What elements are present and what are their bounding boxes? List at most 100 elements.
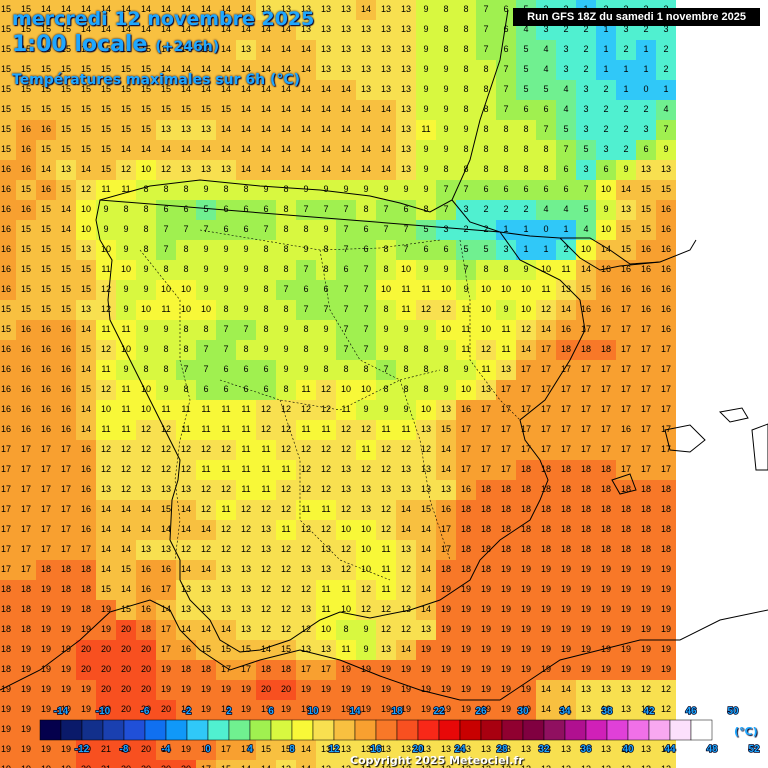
- temperature-cell: [256, 180, 276, 200]
- grid-value: 17: [461, 424, 471, 434]
- grid-value: 13: [381, 24, 391, 34]
- grid-value: 14: [101, 564, 111, 574]
- legend-swatch: [165, 719, 188, 741]
- temperature-cell: [216, 160, 236, 180]
- grid-value: 9: [423, 24, 428, 34]
- grid-value: 7: [363, 344, 368, 354]
- grid-value: 6: [403, 204, 408, 214]
- grid-value: 12: [181, 444, 191, 454]
- legend-swatch: [333, 719, 356, 741]
- grid-value: 12: [301, 544, 311, 554]
- grid-value: 7: [383, 364, 388, 374]
- grid-value: 11: [501, 344, 510, 354]
- grid-value: 17: [661, 464, 671, 474]
- grid-value: 8: [483, 104, 488, 114]
- temperature-cell: [296, 20, 316, 40]
- grid-value: 2: [623, 104, 628, 114]
- grid-value: 12: [401, 564, 411, 574]
- grid-value: 17: [61, 464, 71, 474]
- grid-value: 9: [143, 324, 148, 334]
- temperature-cell: [516, 180, 536, 200]
- temperature-cell: [476, 180, 496, 200]
- grid-value: 6: [223, 384, 228, 394]
- temperature-cell: [316, 60, 336, 80]
- grid-value: 18: [641, 504, 651, 514]
- grid-value: 19: [61, 644, 71, 654]
- temperature-cell: [56, 280, 76, 300]
- grid-value: 7: [403, 224, 408, 234]
- temperature-cell: [136, 120, 156, 140]
- temperature-cell: [376, 380, 396, 400]
- grid-value: 7: [303, 204, 308, 214]
- grid-value: 16: [41, 424, 51, 434]
- temperature-cell: [136, 400, 156, 420]
- legend-bottom-label: 44: [664, 744, 676, 755]
- legend-bottom-label: 52: [748, 744, 760, 755]
- temperature-cell: [156, 140, 176, 160]
- temperature-cell: [296, 0, 316, 20]
- temperature-cell: [116, 220, 136, 240]
- temperature-cell: [36, 240, 56, 260]
- grid-value: 13: [381, 84, 391, 94]
- grid-value: 11: [381, 564, 390, 574]
- temperature-cell: [596, 260, 616, 280]
- grid-value: 11: [261, 444, 270, 454]
- grid-value: 14: [321, 84, 331, 94]
- temperature-cell: [136, 340, 156, 360]
- grid-value: 19: [581, 604, 591, 614]
- grid-value: 16: [621, 424, 631, 434]
- grid-value: 16: [661, 204, 671, 214]
- grid-value: 19: [441, 624, 451, 634]
- grid-value: 7: [363, 284, 368, 294]
- grid-value: 12: [301, 624, 311, 634]
- grid-value: 12: [121, 464, 131, 474]
- temperature-cell: [96, 0, 116, 20]
- grid-value: 8: [483, 84, 488, 94]
- grid-value: 11: [201, 404, 210, 414]
- temperature-cell: [96, 340, 116, 360]
- grid-value: 12: [221, 544, 231, 554]
- grid-value: 8: [343, 624, 348, 634]
- grid-value: 11: [381, 544, 390, 554]
- grid-value: 10: [141, 404, 151, 414]
- temperature-cell: [636, 180, 656, 200]
- grid-value: 6: [483, 184, 488, 194]
- temperature-cell: [76, 280, 96, 300]
- grid-value: 2: [663, 64, 668, 74]
- temperature-cell: [496, 0, 516, 20]
- grid-value: 9: [363, 624, 368, 634]
- temperature-cell: [436, 300, 456, 320]
- temperature-cell: [616, 120, 636, 140]
- grid-value: 15: [621, 244, 631, 254]
- temperature-cell: [296, 400, 316, 420]
- temperature-cell: [376, 300, 396, 320]
- temperature-cell: [596, 300, 616, 320]
- grid-value: 18: [541, 484, 551, 494]
- temperature-cell: [656, 40, 676, 60]
- grid-value: 19: [221, 684, 231, 694]
- grid-value: 7: [363, 304, 368, 314]
- temperature-cell: [216, 360, 236, 380]
- grid-value: 19: [641, 624, 651, 634]
- grid-value: 12: [381, 524, 391, 534]
- grid-value: 17: [621, 324, 631, 334]
- grid-value: 16: [441, 504, 451, 514]
- grid-value: 17: [601, 404, 611, 414]
- grid-value: 8: [203, 324, 208, 334]
- grid-value: 18: [81, 584, 91, 594]
- grid-value: 9: [203, 184, 208, 194]
- temperature-cell: [436, 240, 456, 260]
- grid-value: 2: [603, 124, 608, 134]
- grid-value: 8: [483, 124, 488, 134]
- legend-swatch: [375, 719, 398, 741]
- temperature-cell: [136, 200, 156, 220]
- grid-value: 14: [321, 144, 331, 154]
- grid-value: 13: [381, 644, 391, 654]
- grid-value: 19: [581, 644, 591, 654]
- grid-value: 19: [161, 664, 171, 674]
- legend-swatch: [480, 719, 503, 741]
- grid-value: 19: [621, 644, 631, 654]
- grid-value: 15: [1, 84, 11, 94]
- temperature-cell: [156, 400, 176, 420]
- grid-value: 10: [341, 524, 351, 534]
